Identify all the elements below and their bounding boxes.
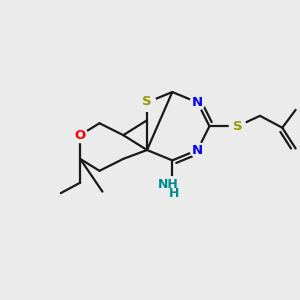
Circle shape <box>73 128 88 142</box>
Circle shape <box>190 95 205 110</box>
Text: N: N <box>192 143 203 157</box>
Circle shape <box>160 177 184 200</box>
Text: H: H <box>169 187 179 200</box>
Text: S: S <box>142 95 152 108</box>
Text: N: N <box>192 96 203 109</box>
Circle shape <box>138 94 156 111</box>
Text: S: S <box>233 120 242 133</box>
Text: O: O <box>74 129 86 142</box>
Circle shape <box>190 142 205 158</box>
Text: NH: NH <box>158 178 178 191</box>
Circle shape <box>230 118 246 134</box>
